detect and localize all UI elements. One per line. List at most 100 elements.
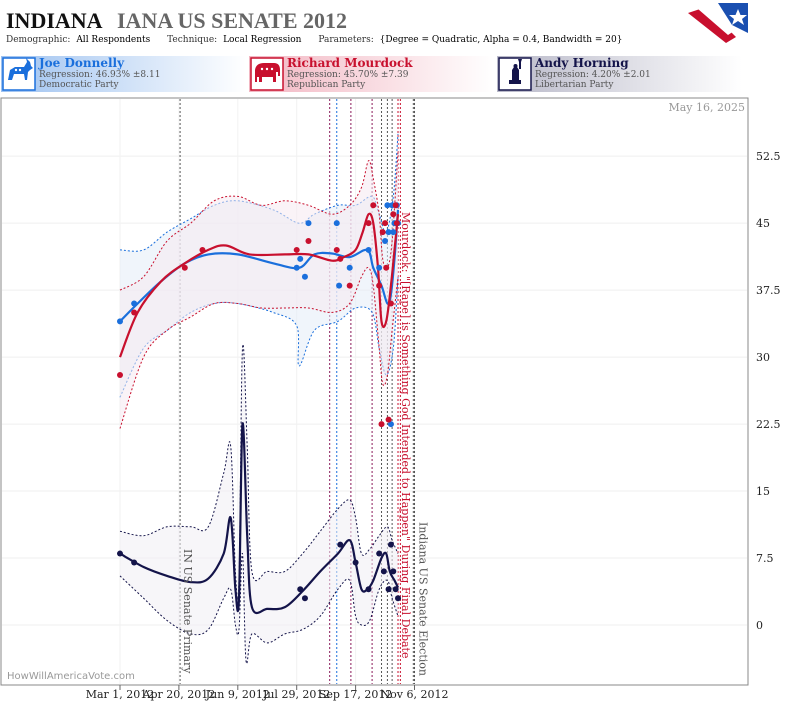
- donnelly-poll-point: [305, 220, 312, 227]
- horning-upper-bound: [119, 344, 399, 601]
- x-tick-label: Jul 29, 2012: [262, 688, 331, 701]
- series-layer: [117, 133, 402, 665]
- donnelly-poll-point: [336, 282, 343, 289]
- mourdock-poll-point: [293, 246, 300, 253]
- x-tick-label: Nov 6, 2012: [381, 688, 449, 701]
- mourdock-poll-point: [199, 246, 206, 253]
- horning-poll-point: [392, 586, 399, 593]
- donnelly-poll-point: [117, 318, 123, 325]
- donnelly-poll-point: [382, 238, 389, 245]
- horning-poll-point: [352, 559, 359, 566]
- candidate-name-horning: Andy Horning: [534, 56, 629, 70]
- parameters-label: Parameters:: [318, 35, 373, 45]
- event-lines: [179, 99, 415, 684]
- mourdock-poll-point: [378, 421, 385, 428]
- donnelly-poll-point: [293, 264, 300, 271]
- y-tick-label: 30: [756, 351, 770, 364]
- header: INDIANA IANA US SENATE 2012 Demographic:…: [6, 3, 748, 45]
- horning-poll-point: [117, 550, 123, 557]
- horning-poll-point: [385, 586, 392, 593]
- donnelly-poll-point: [390, 229, 397, 236]
- donnelly-poll-point: [346, 264, 353, 271]
- donkey-icon: [8, 58, 33, 80]
- candidate-legend: Joe Donnelly Regression: 46.93% ±8.11 De…: [1, 56, 742, 92]
- mourdock-poll-point: [305, 238, 312, 245]
- donnelly-poll-point: [384, 202, 391, 209]
- technique-label: Technique:: [167, 35, 217, 45]
- mourdock-lower-bound: [119, 267, 399, 429]
- demographic-label: Demographic:: [6, 35, 70, 45]
- horning-poll-point: [131, 559, 138, 566]
- horning-poll-point: [390, 568, 397, 575]
- mourdock-poll-point: [337, 255, 344, 262]
- elephant-icon: [255, 63, 280, 82]
- candidate-regression-mourdock: Regression: 45.70% ±7.39: [287, 70, 409, 80]
- y-axis: 0 7.5 15 22.5 30 37.5 45 52.5: [756, 150, 781, 632]
- horning-poll-point: [380, 568, 387, 575]
- donnelly-poll-point: [333, 220, 340, 227]
- candidate-party-donnelly: Democratic Party: [39, 80, 120, 90]
- horning-trend-line: [119, 422, 399, 615]
- mourdock-confidence-band: [120, 151, 398, 429]
- mourdock-poll-point: [392, 202, 399, 209]
- watermark: HowWillAmericaVote.com: [7, 671, 135, 682]
- mourdock-poll-point: [376, 282, 383, 289]
- horning-poll-point: [337, 541, 344, 548]
- donnelly-poll-point: [131, 300, 138, 307]
- x-tick-label: Apr 20, 2012: [142, 688, 216, 701]
- mourdock-poll-point: [346, 282, 353, 289]
- horning-poll-point: [301, 595, 308, 602]
- date-stamp: May 16, 2025: [668, 101, 745, 114]
- mourdock-poll-point: [379, 229, 386, 236]
- candidate-party-horning: Libertarian Party: [535, 80, 614, 90]
- title-rest: IANA US SENATE 2012: [117, 8, 347, 33]
- statue-of-liberty-icon: [509, 59, 522, 84]
- candidate-box-mourdock: Richard Mourdock Regression: 45.70% ±7.3…: [249, 56, 494, 92]
- horning-poll-point: [297, 586, 304, 593]
- candidate-box-donnelly: Joe Donnelly Regression: 46.93% ±8.11 De…: [1, 56, 246, 92]
- y-tick-label: 7.5: [756, 552, 774, 565]
- donnelly-poll-point: [385, 229, 392, 236]
- horning-lower-bound: [119, 553, 399, 665]
- annotation-election: Indiana US Senate Election: [417, 522, 430, 676]
- y-tick-label: 15: [756, 485, 770, 498]
- horning-poll-point: [365, 586, 372, 593]
- y-tick-label: 52.5: [756, 150, 781, 163]
- donnelly-poll-point: [376, 264, 383, 271]
- svg-text:Demographic: All Respond: Demographic: All Respondents Technique: …: [6, 35, 622, 45]
- x-tick-label: Jun 9, 2012: [205, 688, 270, 701]
- mourdock-poll-point: [370, 202, 377, 209]
- plot-frame: [0, 97, 749, 686]
- technique-value: Local Regression: [223, 35, 302, 45]
- candidate-regression-horning: Regression: 4.20% ±2.01: [535, 70, 651, 80]
- demographic-value: All Respondents: [75, 35, 150, 45]
- mourdock-poll-point: [390, 211, 397, 218]
- donnelly-poll-point: [301, 273, 308, 280]
- site-logo-icon: [688, 3, 748, 43]
- mourdock-trend-line: [118, 212, 400, 358]
- mourdock-poll-point: [131, 309, 138, 316]
- y-tick-label: 0: [756, 619, 763, 632]
- mourdock-poll-point: [393, 220, 400, 227]
- mourdock-poll-point: [383, 264, 390, 271]
- parameters-value: {Degree = Quadratic, Alpha = 0.4, Bandwi…: [380, 35, 623, 45]
- mourdock-poll-point: [365, 220, 372, 227]
- candidate-name-donnelly: Joe Donnelly: [38, 56, 125, 70]
- candidate-party-mourdock: Republican Party: [287, 80, 366, 90]
- x-tick-label: Mar 1, 2012: [86, 688, 155, 701]
- donnelly-poll-point: [297, 255, 304, 262]
- mourdock-poll-point: [181, 264, 188, 271]
- y-tick-label: 22.5: [756, 418, 781, 431]
- donnelly-poll-point: [387, 421, 394, 428]
- horning-poll-point: [376, 550, 383, 557]
- y-tick-label: 45: [756, 217, 770, 230]
- mourdock-poll-point: [387, 300, 394, 307]
- mourdock-poll-point: [333, 246, 340, 253]
- mourdock-poll-point: [117, 371, 123, 378]
- y-tick-label: 37.5: [756, 284, 781, 297]
- annotation-primary: IN US Senate Primary: [181, 549, 194, 674]
- event-annotations: IN US Senate Primary Mourdock: "[Rape] is…: [181, 212, 429, 676]
- mourdock-poll-point: [382, 220, 389, 227]
